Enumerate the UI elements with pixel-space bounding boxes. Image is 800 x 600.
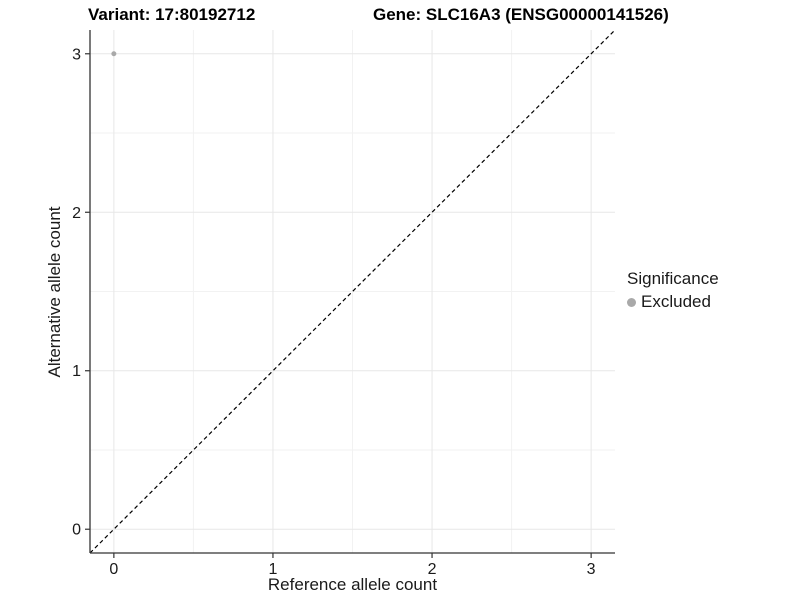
- x-tick-label: 1: [269, 561, 278, 578]
- legend: Significance Excluded: [627, 269, 719, 312]
- y-tick-label: 0: [72, 522, 81, 539]
- identity-line: [89, 29, 616, 554]
- plot-title-variant: Variant: 17:80192712: [88, 5, 256, 24]
- x-tick-label: 0: [109, 561, 118, 578]
- legend-title: Significance: [627, 269, 719, 288]
- y-tick-label: 1: [72, 363, 81, 380]
- y-axis-title: Alternative allele count: [45, 206, 64, 378]
- data-point: [111, 51, 117, 57]
- x-tick-label: 3: [587, 561, 596, 578]
- plot-title-gene: Gene: SLC16A3 (ENSG00000141526): [373, 5, 669, 24]
- legend-entry-excluded: Excluded: [627, 292, 719, 312]
- legend-entry-label: Excluded: [641, 292, 711, 311]
- y-tick-label: 3: [72, 46, 81, 63]
- excluded-point-icon: [627, 297, 636, 307]
- y-tick-label: 2: [72, 205, 81, 222]
- x-axis-title: Reference allele count: [267, 575, 438, 594]
- x-tick-label: 2: [428, 561, 437, 578]
